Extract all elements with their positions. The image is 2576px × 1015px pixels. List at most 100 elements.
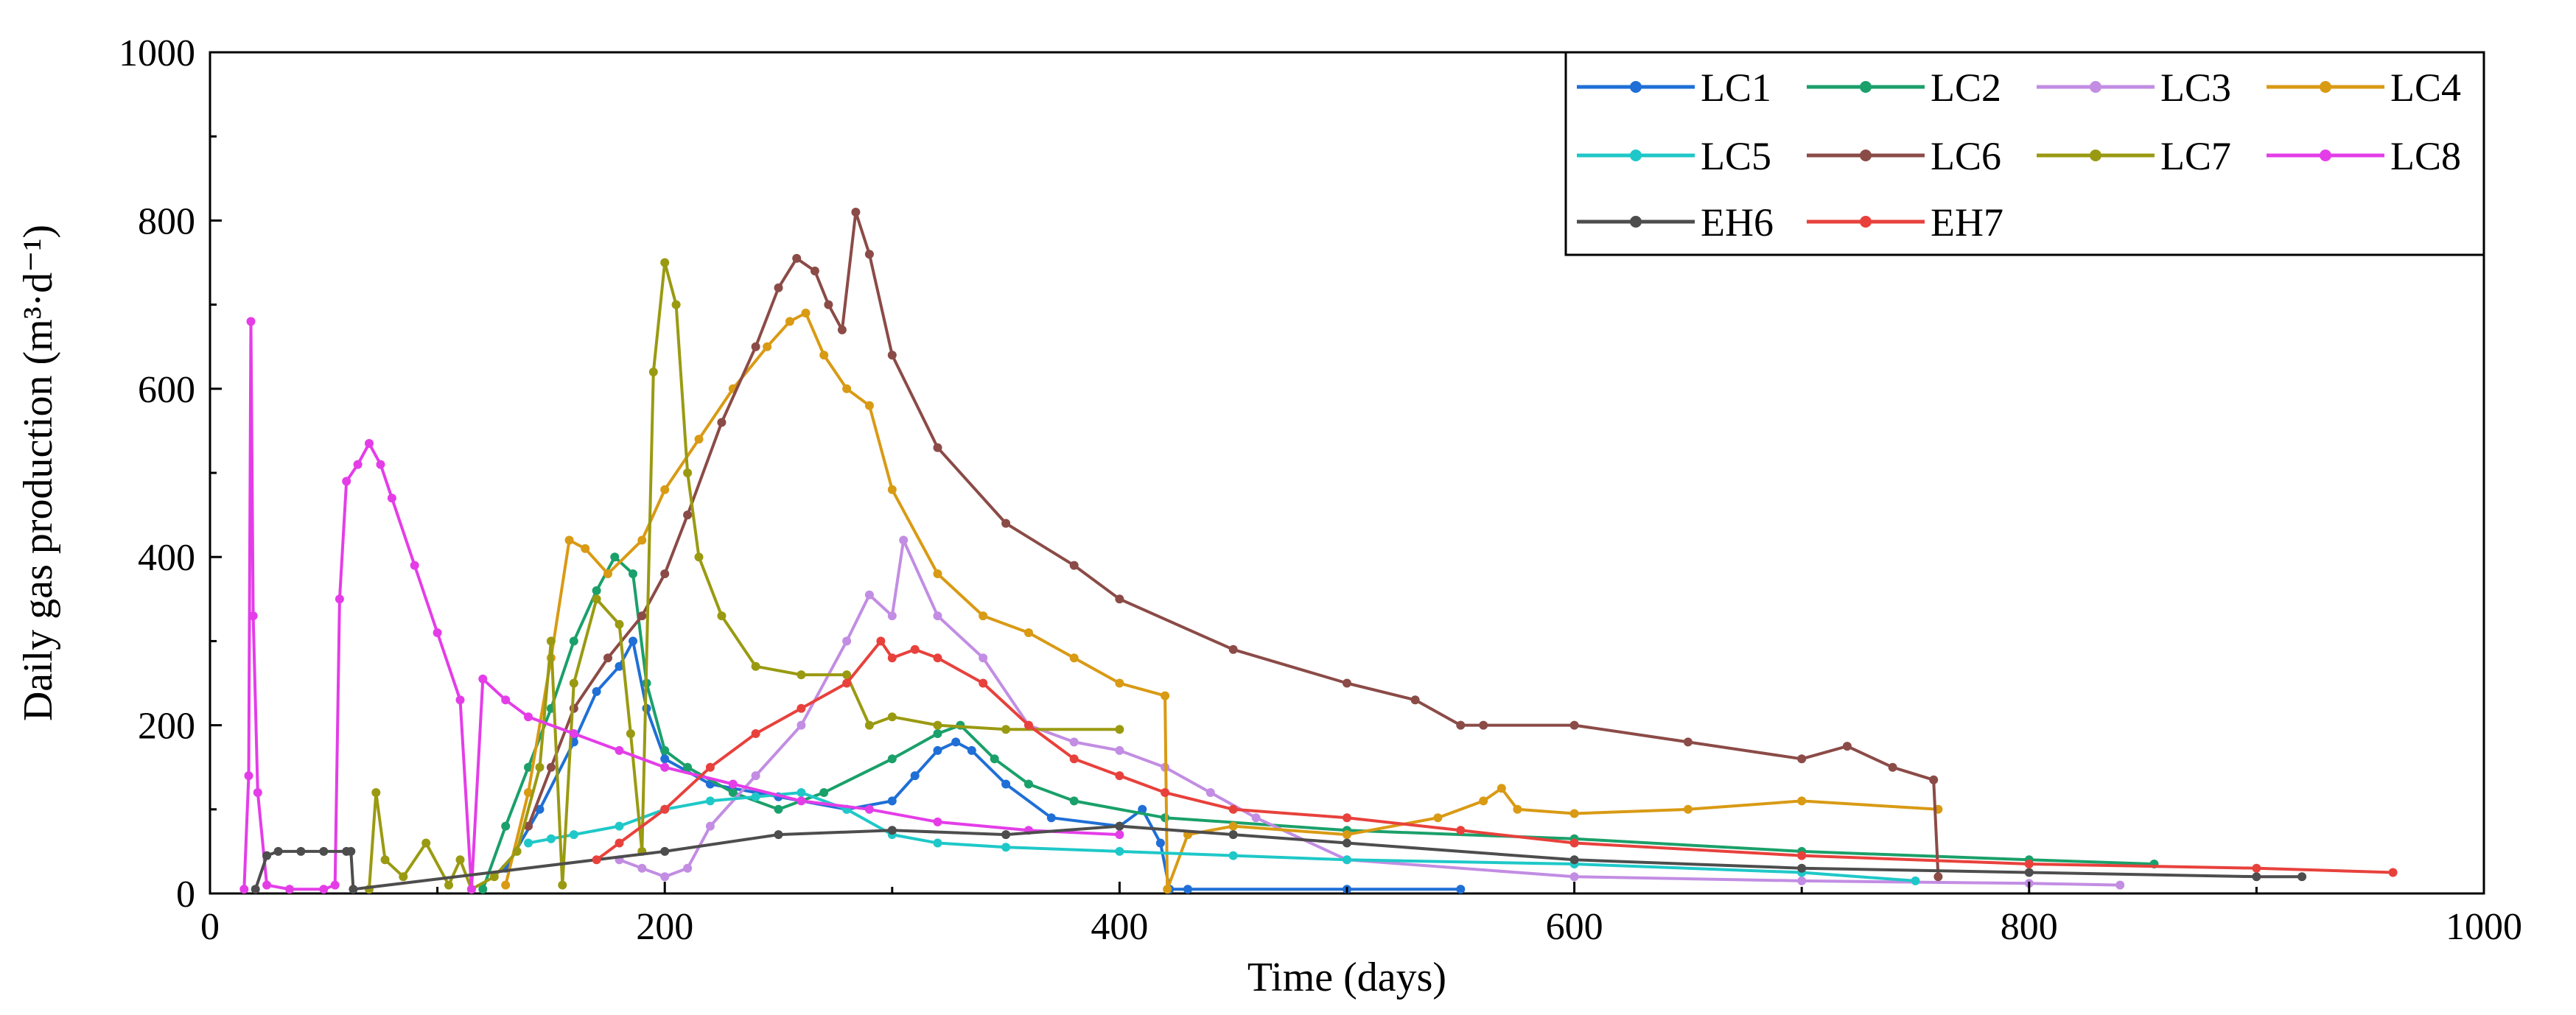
series-line-lc3 <box>618 538 2121 887</box>
data-point <box>592 586 601 595</box>
data-point <box>319 885 329 894</box>
data-point <box>887 611 897 621</box>
data-point <box>1343 838 1351 848</box>
data-point <box>705 821 715 831</box>
data-point <box>2297 872 2307 882</box>
data-point <box>1797 876 1807 885</box>
y-tick-label: 800 <box>138 200 195 242</box>
data-point <box>751 342 760 351</box>
data-point <box>933 611 942 621</box>
legend: LC1 LC2 LC3 LC4 LC5 LC6 LC7 LC8 EH6 EH7 <box>1564 51 2485 256</box>
series-line-eh7 <box>595 639 2393 874</box>
data-point <box>610 552 620 562</box>
data-point <box>629 569 637 578</box>
series-line-lc4 <box>504 312 1939 891</box>
data-point <box>615 838 624 848</box>
data-point <box>1069 561 1079 570</box>
data-point <box>842 678 852 688</box>
data-point <box>705 762 715 772</box>
data-point <box>1456 720 1466 730</box>
data-point <box>979 611 988 621</box>
data-point <box>1069 796 1079 806</box>
data-point <box>864 804 874 814</box>
data-point <box>899 535 909 545</box>
data-point <box>683 468 693 477</box>
data-point <box>637 611 647 621</box>
data-point <box>342 477 351 486</box>
data-point <box>792 253 802 263</box>
y-axis-title: Daily gas production (m³·d⁻¹) <box>15 225 61 721</box>
data-point <box>349 885 358 894</box>
data-point <box>864 720 874 730</box>
data-point <box>569 678 578 688</box>
data-point <box>1183 885 1192 894</box>
data-point <box>2024 868 2034 877</box>
data-point <box>751 771 760 781</box>
series-line-lc7 <box>368 261 1120 891</box>
data-point <box>444 880 453 890</box>
data-point <box>797 670 806 680</box>
legend-marker <box>1860 216 1872 228</box>
data-point <box>660 804 670 814</box>
data-point <box>592 855 601 865</box>
data-point <box>569 830 578 840</box>
data-point <box>239 885 249 894</box>
legend-marker <box>1630 81 1642 93</box>
data-point <box>629 636 637 646</box>
data-point <box>1497 784 1506 793</box>
data-point <box>1888 762 1897 772</box>
data-point <box>1569 872 1579 882</box>
data-point <box>1024 779 1033 789</box>
data-point <box>1115 771 1124 781</box>
data-point <box>455 855 465 865</box>
data-point <box>1456 885 1466 894</box>
series-line-lc6 <box>527 211 1940 877</box>
data-point <box>371 788 381 797</box>
data-point <box>774 804 783 814</box>
data-point <box>1115 830 1124 840</box>
data-point <box>660 569 670 578</box>
series-lc3 <box>615 535 2125 890</box>
data-point <box>478 885 488 894</box>
data-point <box>466 885 476 894</box>
x-tick-label: 600 <box>1546 906 1603 948</box>
data-point <box>353 460 363 469</box>
data-point <box>501 821 511 831</box>
data-point <box>1343 830 1351 840</box>
data-point <box>660 762 670 772</box>
data-point <box>1410 695 1420 705</box>
data-point <box>285 885 294 894</box>
data-point <box>1228 830 1238 840</box>
x-tick-label: 1000 <box>2446 906 2522 948</box>
data-point <box>933 817 942 826</box>
data-point <box>603 653 612 663</box>
data-point <box>546 636 556 646</box>
data-point <box>524 762 533 772</box>
data-point <box>1479 796 1488 806</box>
data-point <box>1205 788 1215 797</box>
data-point <box>1001 519 1011 528</box>
data-point <box>512 846 522 856</box>
data-point <box>1115 745 1124 755</box>
data-point <box>1569 809 1579 818</box>
series-lc4 <box>501 309 1943 894</box>
legend-item-lc4: LC4 <box>2267 66 2461 110</box>
data-point <box>824 300 833 309</box>
x-axis-title: Time (days) <box>1247 955 1446 1000</box>
data-point <box>660 872 670 882</box>
data-point <box>1569 720 1579 730</box>
legend-label: LC6 <box>1931 134 2001 178</box>
data-point <box>694 435 704 444</box>
data-point <box>842 384 852 393</box>
data-point <box>1456 826 1466 835</box>
data-point <box>615 745 624 755</box>
legend-item-lc6: LC6 <box>1807 134 2001 178</box>
data-point <box>1797 863 1807 873</box>
data-point <box>2388 868 2398 877</box>
data-point <box>851 208 861 217</box>
data-point <box>785 317 794 326</box>
data-point <box>501 880 511 890</box>
data-point <box>887 796 897 806</box>
data-point <box>797 720 806 730</box>
data-point <box>1343 813 1351 823</box>
